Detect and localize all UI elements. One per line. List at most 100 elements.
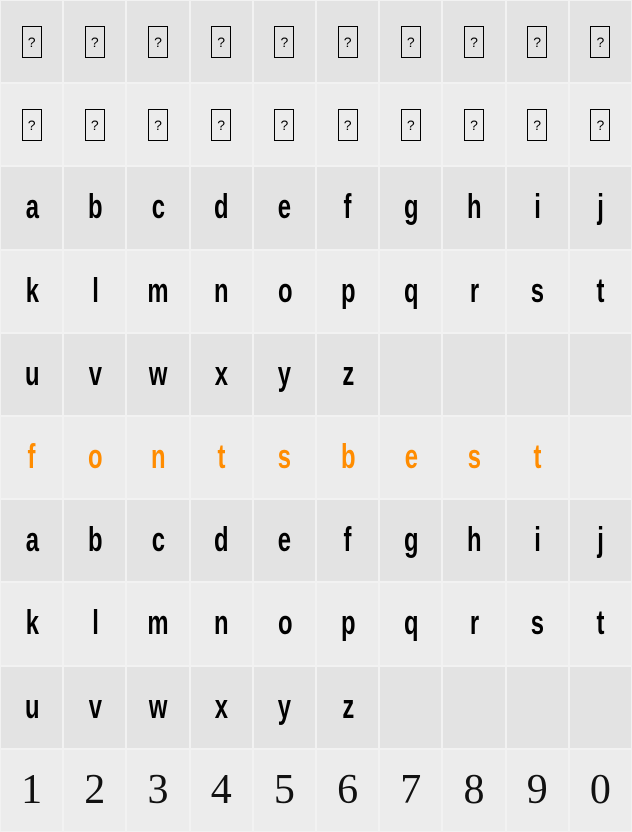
grid-cell: k	[0, 250, 63, 333]
glyph-t: t	[597, 272, 604, 311]
glyph-e: e	[278, 188, 291, 227]
grid-cell: 6	[316, 749, 379, 832]
digit-0: 0	[590, 766, 611, 814]
character-grid: ????????????????????abcdefghijklmnopqrst…	[0, 0, 632, 832]
grid-cell: r	[442, 582, 505, 665]
glyph-t: t	[597, 604, 604, 643]
glyph-s: s	[531, 604, 544, 643]
glyph-n: n	[151, 438, 165, 477]
grid-cell: t	[569, 250, 632, 333]
glyph-l: l	[92, 272, 98, 311]
missing-glyph: ?	[22, 26, 42, 58]
glyph-c: c	[152, 188, 165, 227]
glyph-l: l	[92, 604, 98, 643]
grid-cell: b	[63, 166, 126, 249]
digit-8: 8	[463, 766, 484, 814]
grid-cell: n	[190, 582, 253, 665]
grid-cell: s	[253, 416, 316, 499]
missing-glyph: ?	[338, 109, 358, 141]
missing-glyph: ?	[590, 109, 610, 141]
glyph-s: s	[468, 438, 481, 477]
grid-cell: s	[506, 250, 569, 333]
grid-cell: o	[253, 250, 316, 333]
grid-cell: g	[379, 499, 442, 582]
digit-3: 3	[147, 766, 168, 814]
grid-cell: a	[0, 499, 63, 582]
grid-cell: a	[0, 166, 63, 249]
missing-glyph: ?	[274, 109, 294, 141]
grid-cell: f	[0, 416, 63, 499]
missing-glyph: ?	[211, 26, 231, 58]
grid-cell: x	[190, 333, 253, 416]
missing-glyph: ?	[527, 109, 547, 141]
grid-cell: h	[442, 166, 505, 249]
digit-1: 1	[21, 766, 42, 814]
grid-cell: ?	[190, 83, 253, 166]
missing-glyph: ?	[590, 26, 610, 58]
grid-cell: s	[442, 416, 505, 499]
grid-cell: w	[126, 666, 189, 749]
glyph-g: g	[404, 188, 418, 227]
glyph-a: a	[25, 188, 38, 227]
glyph-a: a	[25, 521, 38, 560]
missing-glyph: ?	[401, 109, 421, 141]
grid-cell: i	[506, 499, 569, 582]
grid-cell: e	[253, 499, 316, 582]
grid-cell: r	[442, 250, 505, 333]
grid-cell: m	[126, 582, 189, 665]
glyph-j: j	[597, 188, 603, 227]
glyph-n: n	[214, 272, 228, 311]
grid-cell	[569, 666, 632, 749]
glyph-o: o	[277, 604, 291, 643]
grid-cell: b	[63, 499, 126, 582]
missing-glyph: ?	[148, 109, 168, 141]
missing-glyph: ?	[401, 26, 421, 58]
glyph-o: o	[277, 272, 291, 311]
glyph-q: q	[404, 272, 418, 311]
glyph-s: s	[531, 272, 544, 311]
grid-cell: n	[190, 250, 253, 333]
digit-2: 2	[84, 766, 105, 814]
grid-cell: ?	[379, 0, 442, 83]
grid-cell: ?	[569, 0, 632, 83]
grid-cell: z	[316, 666, 379, 749]
missing-glyph: ?	[85, 26, 105, 58]
missing-glyph: ?	[85, 109, 105, 141]
glyph-f: f	[344, 521, 351, 560]
glyph-q: q	[404, 604, 418, 643]
grid-cell: ?	[442, 83, 505, 166]
glyph-k: k	[25, 604, 38, 643]
missing-glyph: ?	[22, 109, 42, 141]
grid-cell: 8	[442, 749, 505, 832]
grid-cell: ?	[253, 0, 316, 83]
grid-cell: v	[63, 666, 126, 749]
grid-cell: ?	[506, 83, 569, 166]
glyph-y: y	[278, 688, 291, 727]
missing-glyph: ?	[338, 26, 358, 58]
grid-cell: y	[253, 333, 316, 416]
grid-cell: 1	[0, 749, 63, 832]
glyph-f: f	[344, 188, 351, 227]
glyph-v: v	[89, 688, 102, 727]
grid-cell: c	[126, 166, 189, 249]
digit-5: 5	[274, 766, 295, 814]
missing-glyph: ?	[211, 109, 231, 141]
grid-cell	[506, 666, 569, 749]
grid-cell: m	[126, 250, 189, 333]
glyph-c: c	[152, 521, 165, 560]
grid-cell: 9	[506, 749, 569, 832]
grid-cell: x	[190, 666, 253, 749]
grid-cell: ?	[126, 0, 189, 83]
glyph-e: e	[278, 521, 291, 560]
glyph-r: r	[470, 272, 479, 311]
glyph-n: n	[214, 604, 228, 643]
grid-cell: q	[379, 582, 442, 665]
missing-glyph: ?	[148, 26, 168, 58]
grid-cell: 3	[126, 749, 189, 832]
glyph-t: t	[218, 438, 225, 477]
missing-glyph: ?	[527, 26, 547, 58]
grid-cell	[379, 666, 442, 749]
grid-cell: ?	[190, 0, 253, 83]
glyph-i: i	[534, 188, 540, 227]
glyph-k: k	[25, 272, 38, 311]
